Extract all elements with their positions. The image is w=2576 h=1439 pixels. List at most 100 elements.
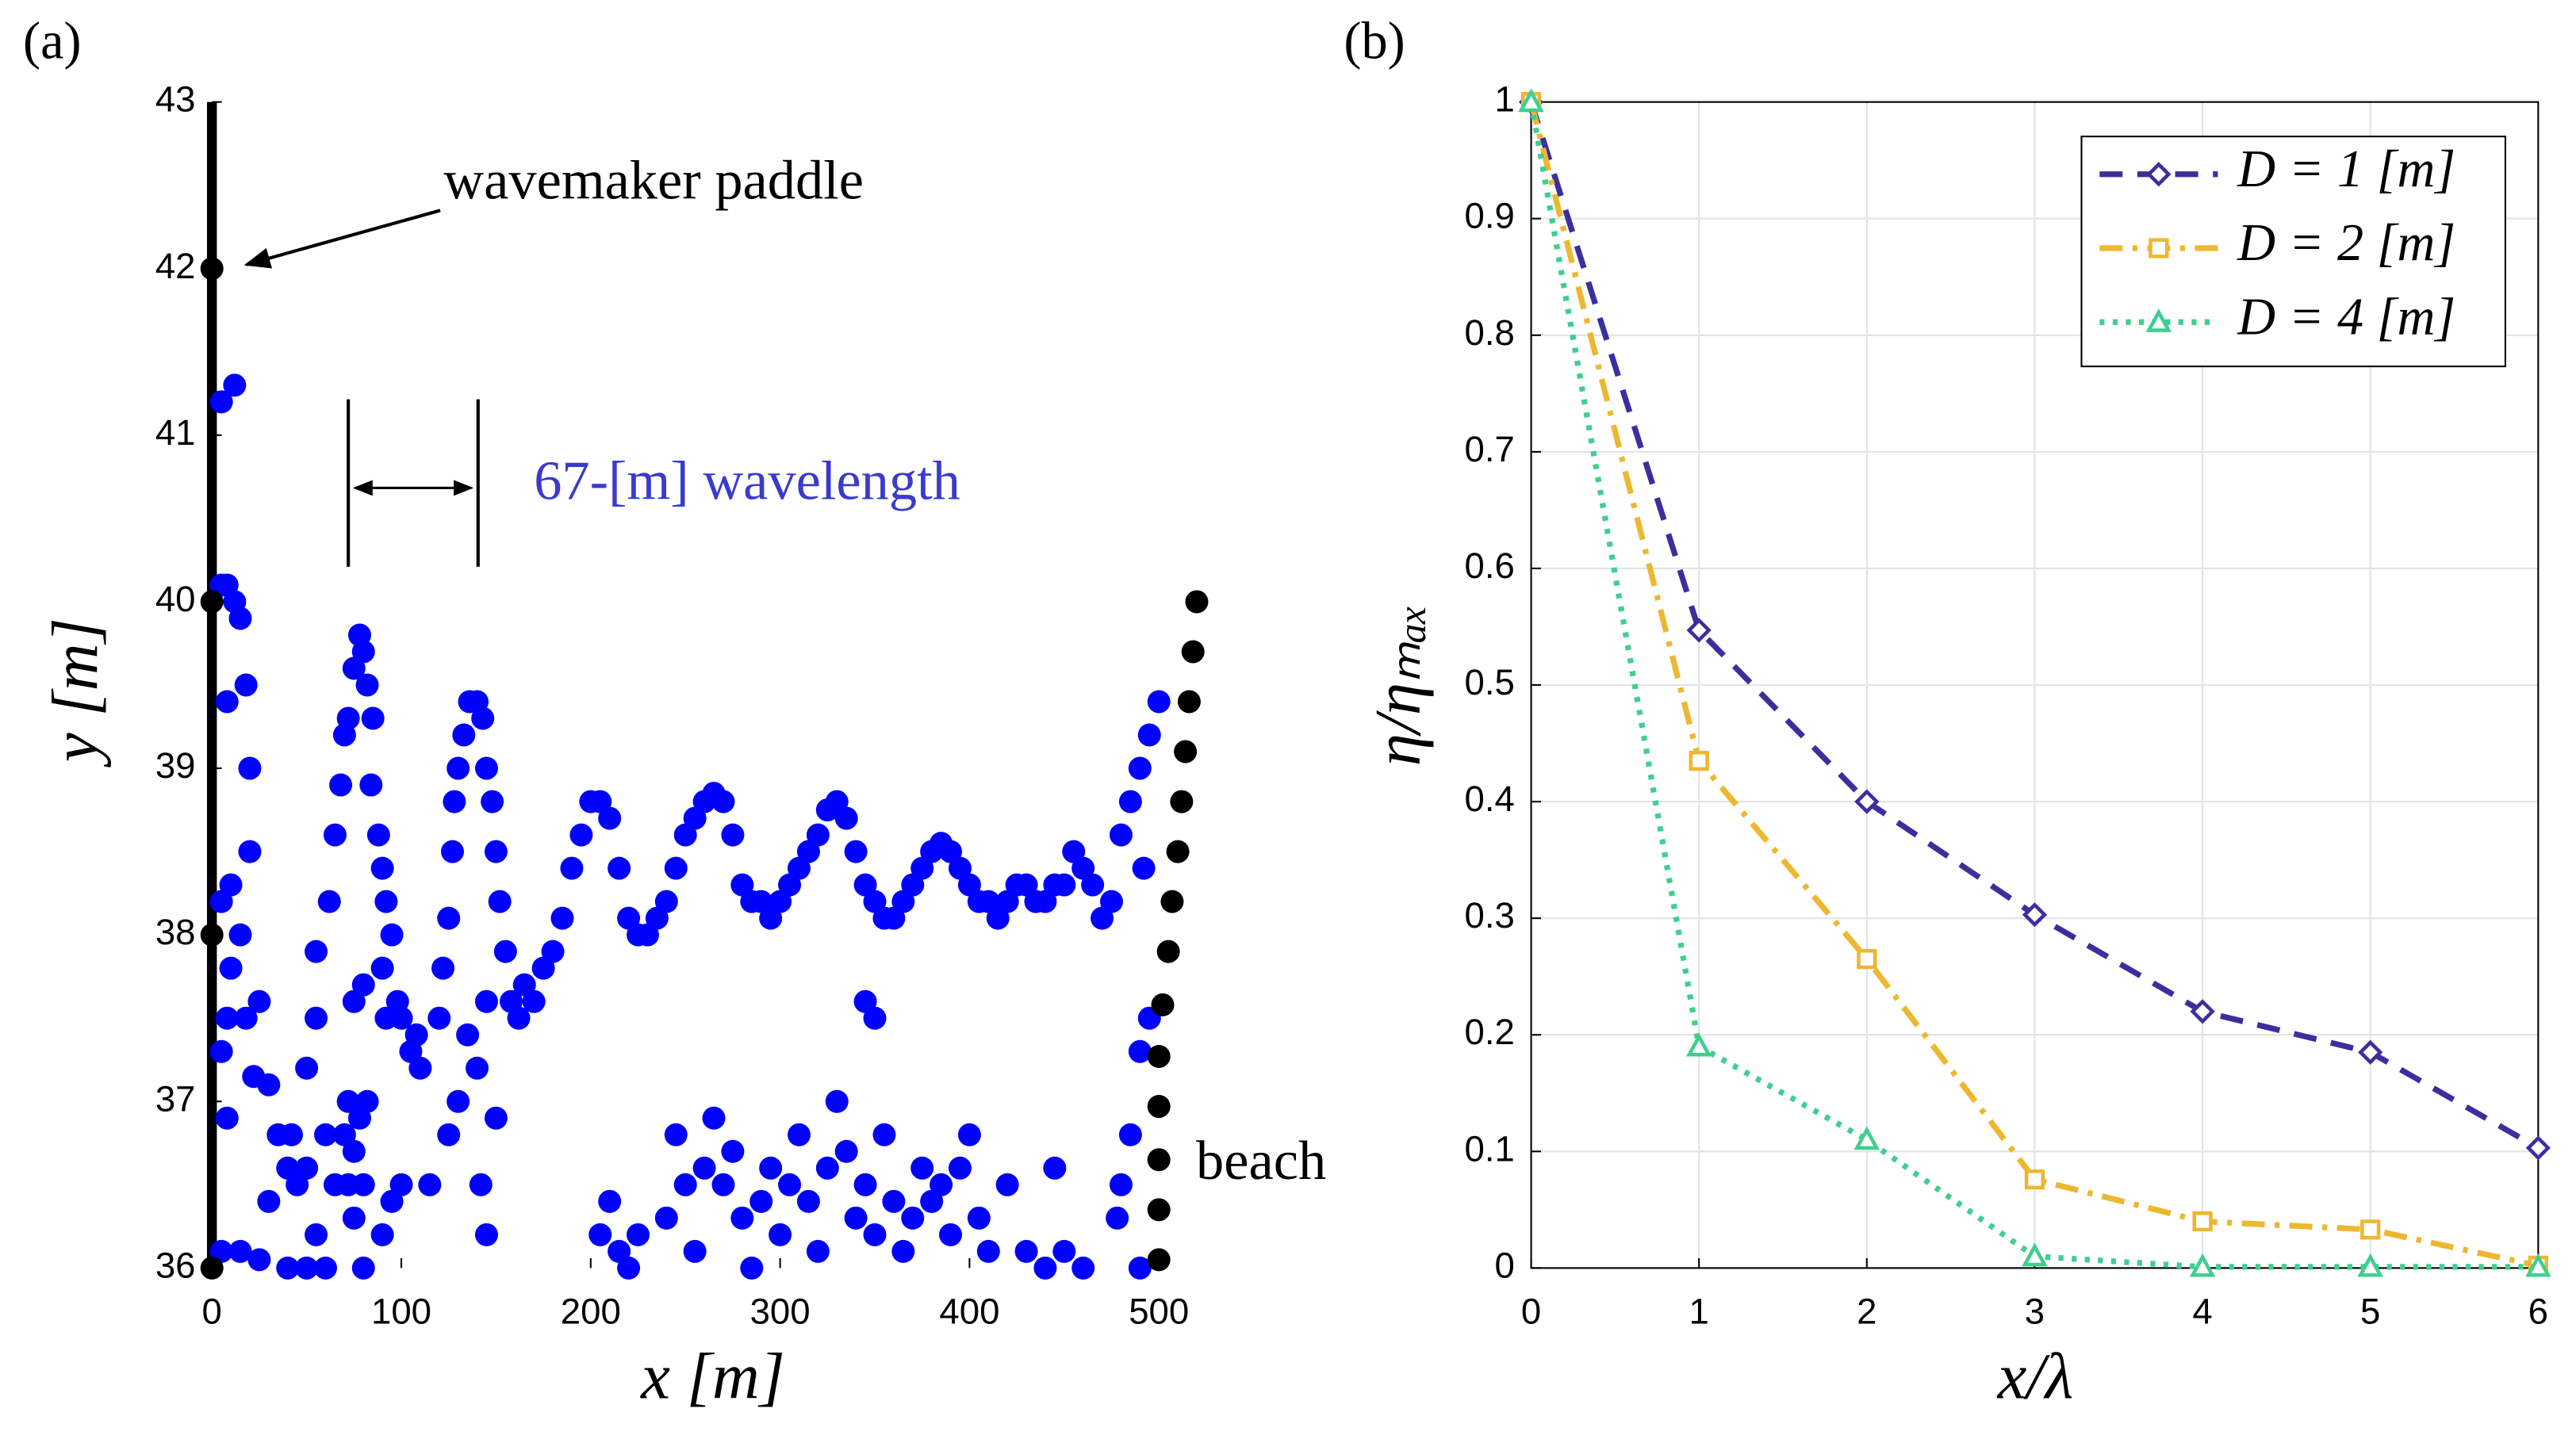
y-tick-label: 1 (1495, 79, 1515, 120)
scatter-point (588, 1223, 612, 1246)
series-marker (1518, 88, 1544, 113)
scatter-point (711, 1173, 735, 1196)
scatter-point (560, 856, 584, 880)
scatter-point (1014, 1239, 1038, 1263)
legend-label: D = 1 [m] (2237, 140, 2455, 198)
scatter-point (317, 890, 341, 913)
scatter-point (778, 873, 802, 897)
scatter-point (1147, 1198, 1171, 1222)
x-tick-label: 200 (561, 1291, 621, 1331)
scatter-point (215, 1006, 239, 1030)
scatter-point (238, 756, 262, 780)
scatter-point (588, 790, 612, 813)
scatter-point (769, 890, 792, 913)
scatter-point (608, 1239, 631, 1263)
scatter-point (228, 607, 252, 630)
x-tick-label: 5 (2360, 1291, 2380, 1331)
scatter-point (844, 1206, 868, 1230)
scatter-point (664, 856, 688, 880)
scatter-point (815, 1156, 839, 1180)
scatter-point (431, 956, 455, 980)
scatter-point (863, 1223, 887, 1246)
scatter-point (1137, 723, 1161, 747)
scatter-point (305, 1223, 328, 1246)
x-tick-label: 0 (202, 1291, 222, 1331)
scatter-point (257, 1189, 281, 1213)
scatter-point (418, 1173, 442, 1196)
scatter-point (531, 956, 555, 980)
series-marker (2525, 1253, 2551, 1277)
scatter-point (1100, 890, 1124, 913)
y-tick-label: 40 (155, 579, 196, 619)
series-marker (2022, 1242, 2048, 1267)
scatter-point (351, 1256, 375, 1280)
scatter-point (452, 723, 476, 747)
series-marker (2024, 1169, 2045, 1190)
scatter-point (332, 1123, 356, 1146)
scatter-point (806, 823, 830, 847)
scatter-point (342, 1139, 366, 1163)
scatter-point (939, 840, 963, 863)
scatter-point (882, 1189, 906, 1213)
scatter-point (200, 257, 224, 281)
scatter-point (370, 1223, 394, 1246)
series-marker (2022, 902, 2048, 928)
scatter-point (336, 1089, 360, 1113)
scatter-point (1109, 823, 1133, 847)
scatter-point (488, 890, 512, 913)
scatter-point (1177, 690, 1201, 714)
scatter-point (901, 873, 925, 897)
scatter-point (740, 1256, 764, 1280)
scatter-point (834, 806, 858, 830)
scatter-point (654, 890, 678, 913)
scatter-point (374, 890, 398, 913)
scatter-point (787, 856, 811, 880)
scatter-point (336, 1173, 360, 1196)
scatter-point (295, 1256, 319, 1280)
series-marker (2190, 999, 2215, 1024)
series-marker (1686, 618, 1712, 643)
scatter-point (1147, 1095, 1171, 1119)
scatter-point (389, 1006, 413, 1030)
scatter-point (200, 1256, 224, 1280)
scatter-point (209, 1039, 233, 1063)
scatter-point (635, 923, 659, 947)
scatter-point (645, 906, 669, 930)
scatter-point (910, 856, 934, 880)
annotation: 67-[m] wavelength (534, 450, 960, 512)
scatter-point (1033, 1256, 1057, 1280)
scatter-point (986, 906, 1010, 930)
panel-label: (b) (1344, 12, 1405, 70)
scatter-point (447, 756, 470, 780)
scatter-point (323, 823, 347, 847)
scatter-point (1118, 790, 1142, 813)
scatter-point (778, 1173, 802, 1196)
scatter-point (920, 1189, 944, 1213)
x-axis-label: x [m] (639, 1339, 785, 1412)
y-tick-label: 0.8 (1465, 312, 1515, 353)
scatter-point (286, 1173, 309, 1196)
scatter-point (882, 906, 906, 930)
y-tick-label: 37 (155, 1078, 196, 1119)
scatter-point (683, 806, 707, 830)
y-axis-label: y [m] (39, 618, 112, 767)
scatter-point (408, 1056, 432, 1080)
scatter-point (493, 940, 517, 963)
scatter-point (437, 1123, 461, 1146)
x-tick-label: 500 (1129, 1291, 1189, 1331)
scatter-point (359, 773, 383, 797)
scatter-point (853, 989, 877, 1013)
scatter-point (957, 873, 981, 897)
scatter-point (215, 1106, 239, 1130)
scatter-point (872, 1123, 896, 1146)
scatter-point (370, 856, 394, 880)
scatter-point (228, 1239, 252, 1263)
scatter-point (257, 1073, 281, 1096)
annotation-arrow (243, 209, 441, 269)
scatter-point (1052, 873, 1076, 897)
scatter-point (608, 856, 631, 880)
scatter-point (1147, 1248, 1171, 1272)
scatter-point (355, 1089, 379, 1113)
scatter-point (948, 1156, 972, 1180)
scatter-point (481, 790, 504, 813)
